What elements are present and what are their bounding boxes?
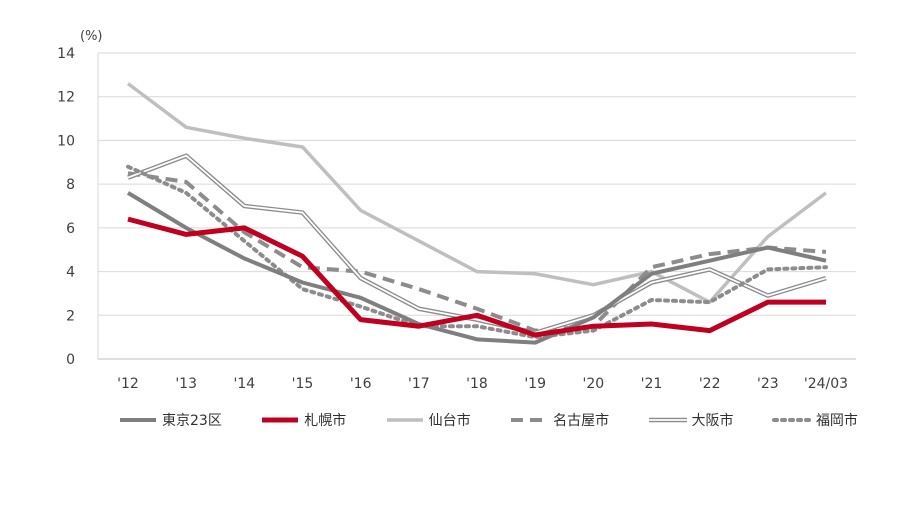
legend-label: 名古屋市 bbox=[553, 413, 610, 429]
legend-swatch bbox=[120, 418, 156, 422]
x-tick-label: '14 bbox=[233, 376, 255, 392]
legend-item: 大阪市 bbox=[648, 410, 734, 430]
legend-swatch bbox=[648, 417, 687, 423]
y-tick-label: 0 bbox=[66, 352, 75, 368]
legend-label: 札幌市 bbox=[304, 413, 347, 429]
y-tick-label: 14 bbox=[57, 46, 75, 62]
series-line-1 bbox=[127, 216, 826, 338]
x-tick-label: '23 bbox=[757, 376, 779, 392]
series-line-0 bbox=[126, 191, 827, 345]
x-tick-label: '17 bbox=[408, 376, 430, 392]
y-tick-label: 6 bbox=[66, 221, 75, 237]
legend-item: 福岡市 bbox=[771, 410, 858, 430]
legend-swatch bbox=[262, 417, 299, 423]
legend-label: 東京23区 bbox=[162, 413, 222, 429]
y-tick-label: 2 bbox=[66, 308, 75, 324]
x-tick-label: '22 bbox=[699, 376, 721, 392]
chart-legend: 東京23区 札幌市 仙台市 名古屋市 大阪市 福岡市 bbox=[118, 410, 858, 430]
legend-item: 札幌市 bbox=[260, 410, 346, 430]
x-tick-label: '15 bbox=[292, 376, 314, 392]
series-line-3 bbox=[127, 171, 827, 333]
y-tick-label: 8 bbox=[66, 177, 75, 193]
legend-swatch bbox=[386, 418, 423, 422]
y-tick-label: 12 bbox=[57, 90, 75, 106]
legend-label: 福岡市 bbox=[815, 413, 858, 429]
x-tick-label: '18 bbox=[466, 376, 488, 392]
legend-swatch bbox=[511, 418, 548, 422]
y-tick-label: 10 bbox=[57, 133, 75, 149]
series-line-4 bbox=[127, 153, 827, 336]
series-line-5 bbox=[126, 164, 828, 340]
legend-label: 仙台市 bbox=[428, 413, 471, 429]
legend-item: 仙台市 bbox=[385, 410, 471, 430]
series-line-4-inner bbox=[127, 154, 827, 334]
legend-label: 大阪市 bbox=[691, 413, 734, 429]
legend-item: 名古屋市 bbox=[509, 410, 609, 430]
x-tick-label: '21 bbox=[641, 376, 663, 392]
y-axis-unit-label: (%) bbox=[80, 29, 103, 44]
x-tick-label: '12 bbox=[117, 376, 139, 392]
x-tick-label: '19 bbox=[524, 376, 546, 392]
y-tick-label: 4 bbox=[66, 265, 75, 281]
series-lines bbox=[126, 82, 828, 345]
x-tick-label: '24/03 bbox=[804, 376, 848, 392]
series-line-2 bbox=[126, 82, 828, 304]
x-axis-ticks: '12 '13 '14 '15 '16 '17 '18 '19 '20 '21 '22 '23 '24/… bbox=[117, 376, 848, 392]
x-tick-label: '16 bbox=[350, 376, 372, 392]
legend-item: 東京23区 bbox=[118, 410, 222, 430]
y-axis-ticks: 0 2 4 6 8 10 12 14 bbox=[57, 46, 75, 368]
line-chart: (%) 0 2 4 6 8 10 12 14 '12 '13 '14 '15 '16 '17 '18 '19… bbox=[57, 29, 856, 392]
legend-swatch bbox=[771, 418, 812, 422]
x-tick-label: '20 bbox=[582, 376, 604, 392]
x-tick-label: '13 bbox=[175, 376, 197, 392]
